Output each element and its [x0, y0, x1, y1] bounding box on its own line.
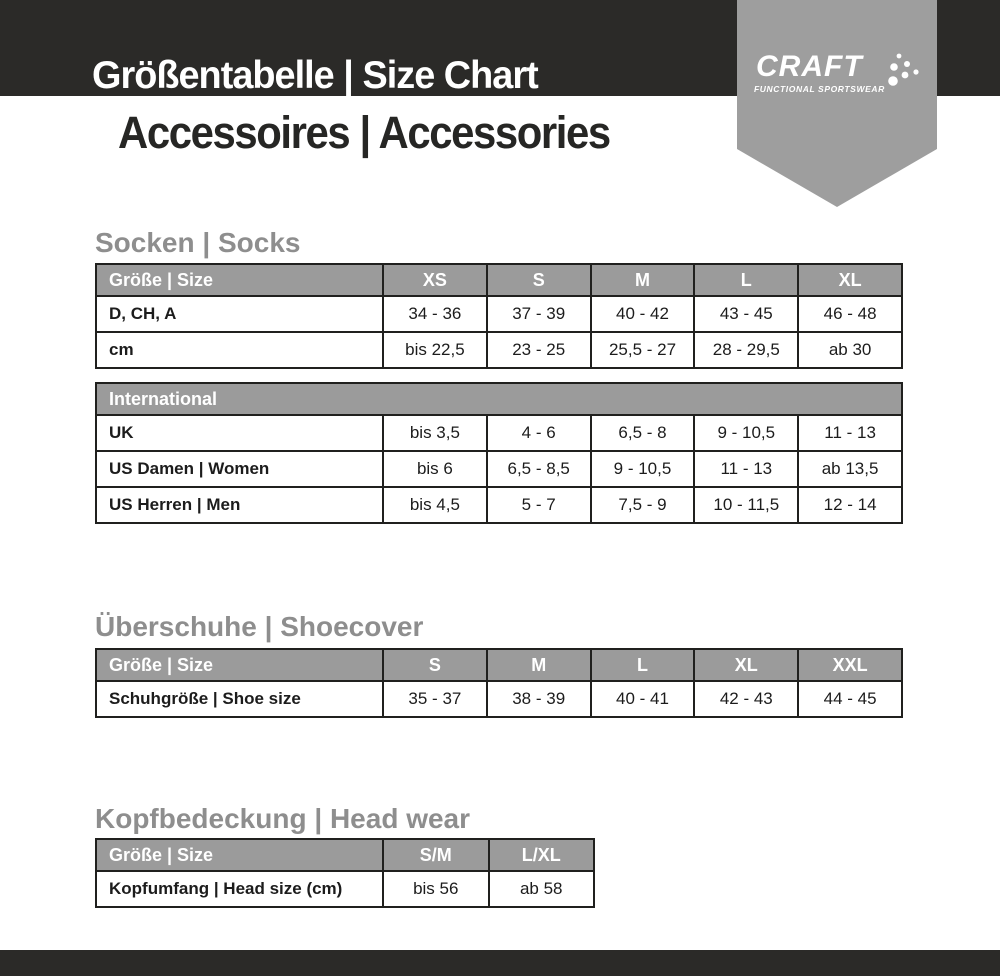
size-value-cell: 34 - 36 — [382, 295, 488, 333]
brand-ribbon: CRAFT FUNCTIONAL SPORTSWEAR — [737, 0, 937, 207]
size-value-cell: 5 - 7 — [485, 486, 592, 524]
table-row: Kopfumfang | Head size (cm) bis 56 ab 58 — [95, 870, 595, 908]
size-value-cell: bis 6 — [382, 450, 488, 488]
header-row: Größe | Size S M L XL XXL — [95, 648, 903, 682]
craft-wordmark: CRAFT — [756, 50, 863, 83]
size-value-cell: 9 - 10,5 — [693, 414, 800, 452]
size-label-header: Größe | Size — [95, 838, 384, 872]
size-value-cell: 11 - 13 — [797, 414, 903, 452]
size-value-cell: 28 - 29,5 — [693, 331, 800, 369]
size-value-cell: 23 - 25 — [485, 331, 592, 369]
section-title-shoecover: Überschuhe | Shoecover — [95, 611, 424, 642]
column-header: L — [589, 648, 696, 682]
column-header: M — [589, 263, 696, 297]
row-label: UK — [95, 414, 384, 452]
shoecover-size-table: Größe | Size S M L XL XXL Schuhgröße | Shoe si… — [95, 648, 903, 718]
table-row: US Damen | Women bis 6 6,5 - 8,5 9 - 10,5 11… — [95, 450, 903, 488]
size-value-cell: ab 30 — [797, 331, 903, 369]
size-value-cell: 7,5 - 9 — [589, 486, 696, 524]
size-value-cell: ab 13,5 — [797, 450, 903, 488]
row-label: cm — [95, 331, 384, 369]
header-row: Größe | Size XS S M L XL — [95, 263, 903, 297]
size-value-cell: 38 - 39 — [485, 680, 592, 718]
headwear-size-table: Größe | Size S/M L/XL Kopfumfang | Head siz… — [95, 838, 595, 908]
size-value-cell: 9 - 10,5 — [589, 450, 696, 488]
socks-size-table: Größe | Size XS S M L XL D, CH, A 34 - 36 37 - 3… — [95, 263, 903, 369]
size-value-cell: 12 - 14 — [797, 486, 903, 524]
size-value-cell: 6,5 - 8 — [589, 414, 696, 452]
column-header: XL — [693, 648, 800, 682]
size-label-header: International — [95, 382, 903, 416]
size-value-cell: 46 - 48 — [797, 295, 903, 333]
column-header: S — [485, 263, 592, 297]
row-label: D, CH, A — [95, 295, 384, 333]
size-value-cell: bis 22,5 — [382, 331, 488, 369]
size-value-cell: 11 - 13 — [693, 450, 800, 488]
table-row: US Herren | Men bis 4,5 5 - 7 7,5 - 9 10 - 1… — [95, 486, 903, 524]
size-value-cell: 4 - 6 — [485, 414, 592, 452]
size-value-cell: bis 56 — [382, 870, 490, 908]
section-title-socks: Socken | Socks — [95, 227, 301, 258]
page-subtitle: Accessoires | Accessories — [118, 107, 611, 158]
size-value-cell: 10 - 11,5 — [693, 486, 800, 524]
table-row: D, CH, A 34 - 36 37 - 39 40 - 42 43 - 45 46 -… — [95, 295, 903, 333]
size-label-header: Größe | Size — [95, 648, 384, 682]
column-header: L — [693, 263, 800, 297]
bottom-black-bar — [0, 950, 1000, 976]
craft-tagline: FUNCTIONAL SPORTSWEAR — [754, 84, 885, 94]
column-header: M — [485, 648, 592, 682]
column-header: S — [382, 648, 488, 682]
size-value-cell: ab 58 — [487, 870, 595, 908]
column-header: XXL — [797, 648, 903, 682]
size-value-cell: 25,5 - 27 — [589, 331, 696, 369]
craft-dots-icon — [888, 53, 919, 86]
section-title-headwear: Kopfbedeckung | Head wear — [95, 803, 471, 834]
size-value-cell: 43 - 45 — [693, 295, 800, 333]
size-value-cell: bis 4,5 — [382, 486, 488, 524]
row-label: Kopfumfang | Head size (cm) — [95, 870, 384, 908]
row-label: Schuhgröße | Shoe size — [95, 680, 384, 718]
size-label-header: Größe | Size — [95, 263, 384, 297]
table-row: Schuhgröße | Shoe size 35 - 37 38 - 39 40 -… — [95, 680, 903, 718]
column-header: L/XL — [487, 838, 595, 872]
column-header: XL — [797, 263, 903, 297]
size-value-cell: 42 - 43 — [693, 680, 800, 718]
column-header: S/M — [382, 838, 490, 872]
size-value-cell: 40 - 41 — [589, 680, 696, 718]
size-value-cell: 35 - 37 — [382, 680, 488, 718]
table-row: cm bis 22,5 23 - 25 25,5 - 27 28 - 29,5 ab 30 — [95, 331, 903, 369]
header-row: Größe | Size S/M L/XL — [95, 838, 595, 872]
size-value-cell: 6,5 - 8,5 — [485, 450, 592, 488]
size-value-cell: 40 - 42 — [589, 295, 696, 333]
column-header: XS — [382, 263, 488, 297]
size-value-cell: 37 - 39 — [485, 295, 592, 333]
row-label: US Herren | Men — [95, 486, 384, 524]
size-value-cell: 44 - 45 — [797, 680, 903, 718]
size-value-cell: bis 3,5 — [382, 414, 488, 452]
row-label: US Damen | Women — [95, 450, 384, 488]
header-row: International — [95, 382, 903, 416]
page-title: Größentabelle | Size Chart — [92, 54, 539, 97]
